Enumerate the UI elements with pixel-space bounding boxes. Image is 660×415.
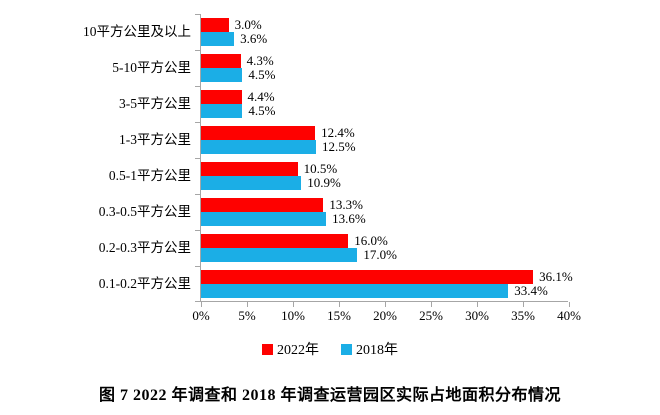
value-label: 4.4% <box>247 89 275 104</box>
value-label: 10.9% <box>307 175 341 190</box>
x-axis-label: 30% <box>465 308 489 323</box>
x-axis-label: 35% <box>511 308 535 323</box>
bar-2018年 <box>201 68 243 82</box>
value-label: 3.6% <box>240 31 268 46</box>
bar-2022年 <box>201 126 316 140</box>
bar-2018年 <box>201 248 358 262</box>
category-label: 3-5平方公里 <box>119 96 191 111</box>
bar-2022年 <box>201 198 324 212</box>
y-axis-tick <box>195 266 201 267</box>
legend-swatch-icon <box>341 343 352 355</box>
legend-label: 2018年 <box>356 343 398 358</box>
value-label: 36.1% <box>539 269 573 284</box>
bar-group: 4.3% 4.5% <box>201 50 568 86</box>
bar-2022年 <box>201 18 229 32</box>
value-label: 4.5% <box>248 103 276 118</box>
value-label: 4.5% <box>248 67 276 82</box>
figure-caption: 图 7 2022 年调查和 2018 年调查运营园区实际占地面积分布情况 <box>98 387 561 404</box>
bar-2018年 <box>201 140 316 154</box>
x-axis-tick <box>385 302 386 307</box>
bar-group: 4.4% 4.5% <box>201 86 568 122</box>
x-axis-tick <box>431 302 432 307</box>
x-axis-label: 5% <box>238 308 256 323</box>
value-label: 10.5% <box>303 161 338 176</box>
x-axis-label: 25% <box>419 308 443 323</box>
value-label: 13.3% <box>329 197 363 212</box>
y-axis-tick <box>195 158 201 159</box>
y-axis-tick <box>195 14 201 15</box>
x-axis-tick <box>339 302 340 307</box>
bar-2018年 <box>201 176 302 190</box>
bar-2022年 <box>201 234 349 248</box>
bar-2018年 <box>201 212 327 226</box>
x-axis-label: 10% <box>281 308 305 323</box>
value-label: 33.4% <box>514 283 548 298</box>
value-label: 3.0% <box>234 17 262 32</box>
value-label: 17.0% <box>363 247 397 262</box>
bar-2018年 <box>201 32 235 46</box>
category-label: 10平方公里及以上 <box>83 24 191 39</box>
category-label: 0.3-0.5平方公里 <box>98 204 191 219</box>
value-label: 12.5% <box>322 139 356 154</box>
category-label: 0.1-0.2平方公里 <box>98 276 191 291</box>
bar-group: 16.0% 17.0% <box>201 230 568 266</box>
legend-label: 2022年 <box>277 343 319 358</box>
bar-group: 13.3% 13.6% <box>201 194 568 230</box>
bar-2018年 <box>201 284 509 298</box>
bar-group: 10.5% 10.9% <box>201 158 568 194</box>
value-label: 12.4% <box>321 125 355 140</box>
category-axis-labels: 10平方公里及以上 5-10平方公里 3-5平方公里 1-3平方公里 0.5-1平方公里… <box>0 14 200 302</box>
bar-2022年 <box>201 90 242 104</box>
category-label: 5-10平方公里 <box>112 60 191 75</box>
plot-area: 3.0% 3.6% 4.3% 4.5% 4.4% 4.5% 12.4% 12.5% 10.5% 1… <box>192 14 581 323</box>
category-label: 0.2-0.3平方公里 <box>98 240 191 255</box>
value-label: 16.0% <box>354 233 388 248</box>
x-axis-label: 0% <box>192 308 210 323</box>
category-label: 0.5-1平方公里 <box>108 168 191 183</box>
x-axis-tick <box>477 302 478 307</box>
legend-item: 2018年 <box>341 339 398 359</box>
x-axis-label: 20% <box>373 308 397 323</box>
bar-2022年 <box>201 54 241 68</box>
y-axis-tick <box>195 86 201 87</box>
x-axis-tick <box>247 302 248 307</box>
legend-item: 2022年 <box>262 339 319 359</box>
y-axis-tick <box>195 230 201 231</box>
bar-group: 12.4% 12.5% <box>201 122 568 158</box>
x-axis-tick <box>201 302 202 307</box>
x-axis-label: 15% <box>327 308 351 323</box>
bar-2018年 <box>201 104 243 118</box>
y-axis-tick <box>195 301 201 302</box>
x-axis-tick <box>523 302 524 307</box>
x-axis-label: 40% <box>557 308 581 323</box>
x-axis-tick <box>569 302 570 307</box>
legend-swatch-icon <box>262 343 273 355</box>
x-axis-tick <box>293 302 294 307</box>
bar-chart: 10平方公里及以上 5-10平方公里 3-5平方公里 1-3平方公里 0.5-1平方公里… <box>0 14 581 323</box>
chart-legend: 2022年 2018年 <box>0 339 660 359</box>
y-axis-tick <box>195 194 201 195</box>
category-label: 1-3平方公里 <box>119 132 191 147</box>
bar-group: 36.1% 33.4% <box>201 266 573 302</box>
value-label: 4.3% <box>246 53 274 68</box>
y-axis-tick <box>195 50 201 51</box>
bar-2022年 <box>201 270 534 284</box>
y-axis-tick <box>195 122 201 123</box>
bar-2022年 <box>201 162 298 176</box>
value-label: 13.6% <box>332 211 366 226</box>
bar-group: 3.0% 3.6% <box>201 14 568 50</box>
